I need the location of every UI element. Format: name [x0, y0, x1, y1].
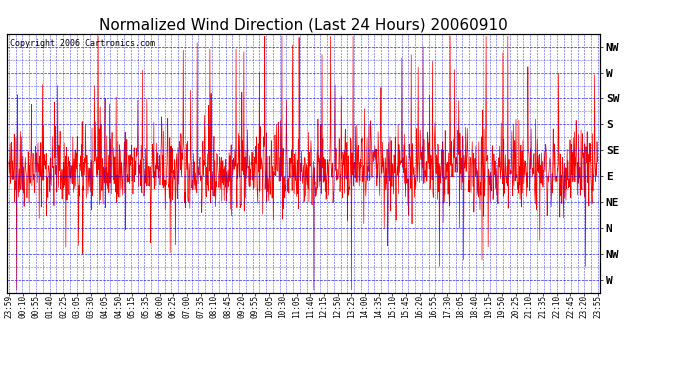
- Title: Normalized Wind Direction (Last 24 Hours) 20060910: Normalized Wind Direction (Last 24 Hours…: [99, 18, 508, 33]
- Text: Copyright 2006 Cartronics.com: Copyright 2006 Cartronics.com: [10, 39, 155, 48]
